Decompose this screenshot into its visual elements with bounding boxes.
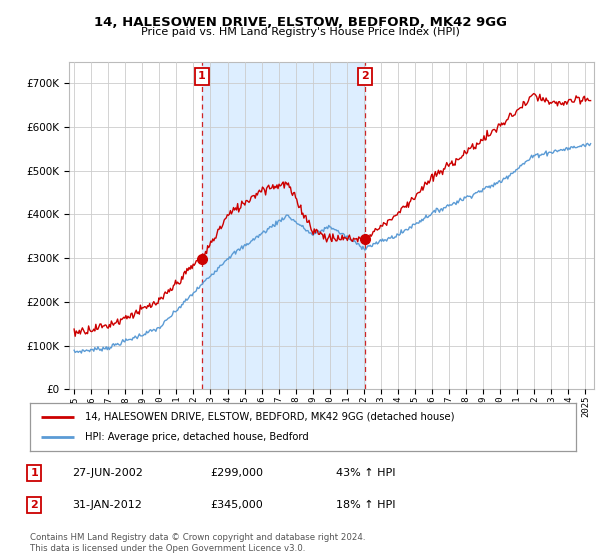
Text: 1: 1 <box>198 71 206 81</box>
Text: 18% ↑ HPI: 18% ↑ HPI <box>336 500 395 510</box>
Text: 2: 2 <box>31 500 38 510</box>
Text: £299,000: £299,000 <box>210 468 263 478</box>
Text: 1: 1 <box>31 468 38 478</box>
Text: 27-JUN-2002: 27-JUN-2002 <box>72 468 143 478</box>
Text: 43% ↑ HPI: 43% ↑ HPI <box>336 468 395 478</box>
Text: Price paid vs. HM Land Registry's House Price Index (HPI): Price paid vs. HM Land Registry's House … <box>140 27 460 37</box>
Bar <box>202 62 365 389</box>
Text: 2: 2 <box>361 71 369 81</box>
Text: HPI: Average price, detached house, Bedford: HPI: Average price, detached house, Bedf… <box>85 432 308 442</box>
Text: £345,000: £345,000 <box>210 500 263 510</box>
Text: 14, HALESOWEN DRIVE, ELSTOW, BEDFORD, MK42 9GG: 14, HALESOWEN DRIVE, ELSTOW, BEDFORD, MK… <box>94 16 506 29</box>
Text: 14, HALESOWEN DRIVE, ELSTOW, BEDFORD, MK42 9GG (detached house): 14, HALESOWEN DRIVE, ELSTOW, BEDFORD, MK… <box>85 412 454 422</box>
Text: 31-JAN-2012: 31-JAN-2012 <box>72 500 142 510</box>
Text: Contains HM Land Registry data © Crown copyright and database right 2024.
This d: Contains HM Land Registry data © Crown c… <box>30 533 365 553</box>
